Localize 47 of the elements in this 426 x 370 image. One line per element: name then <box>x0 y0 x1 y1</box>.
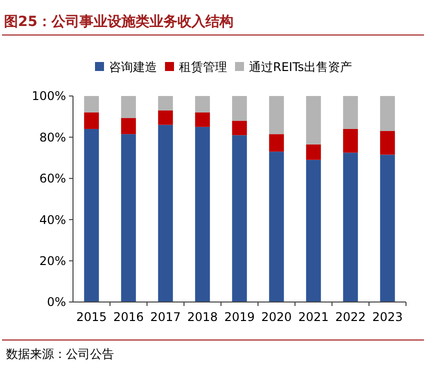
bar <box>121 134 136 302</box>
x-tick-label: 2021 <box>298 310 329 324</box>
bar <box>232 120 247 136</box>
y-tick-label: 80% <box>39 130 66 144</box>
bar <box>195 112 210 127</box>
y-tick-label: 60% <box>39 172 66 186</box>
bar <box>158 96 173 110</box>
bar <box>269 96 284 134</box>
source-note: 数据来源：公司公告 <box>6 347 114 361</box>
chart-title: 图25：公司事业设施类业务收入结构 <box>4 14 234 30</box>
legend-label: 咨询建造 <box>109 60 157 74</box>
bar <box>306 96 321 144</box>
bar <box>232 96 247 121</box>
x-tick-label: 2022 <box>335 310 366 324</box>
bar <box>158 124 173 302</box>
y-tick-label: 40% <box>39 212 66 227</box>
bar <box>232 135 247 302</box>
bar <box>380 154 395 302</box>
bar <box>306 160 321 302</box>
x-tick-label: 2020 <box>261 310 292 324</box>
bar <box>343 96 358 129</box>
bar <box>269 152 284 302</box>
y-tick-label: 0% <box>46 295 66 310</box>
bar <box>121 118 136 134</box>
bar <box>306 144 321 160</box>
x-tick-label: 2018 <box>187 310 218 324</box>
bar <box>380 96 395 132</box>
bar <box>380 131 395 155</box>
y-tick-label: 100% <box>32 89 66 104</box>
bar <box>195 96 210 112</box>
bar <box>158 110 173 125</box>
y-tick-label: 20% <box>39 254 66 268</box>
x-tick-label: 2016 <box>113 310 144 324</box>
bar <box>343 128 358 153</box>
bar <box>84 96 99 112</box>
x-tick-label: 2019 <box>224 310 255 324</box>
bar <box>269 134 284 152</box>
legend-label: 租赁管理 <box>179 60 227 74</box>
bar <box>195 126 210 302</box>
bar <box>343 152 358 302</box>
x-tick-label: 2015 <box>76 310 107 324</box>
x-tick-label: 2023 <box>372 310 403 324</box>
legend-label: 通过REITs出售资产 <box>249 60 352 74</box>
x-tick-label: 2017 <box>150 310 181 324</box>
bar <box>121 96 136 118</box>
bar <box>84 112 99 129</box>
bar <box>84 128 99 302</box>
